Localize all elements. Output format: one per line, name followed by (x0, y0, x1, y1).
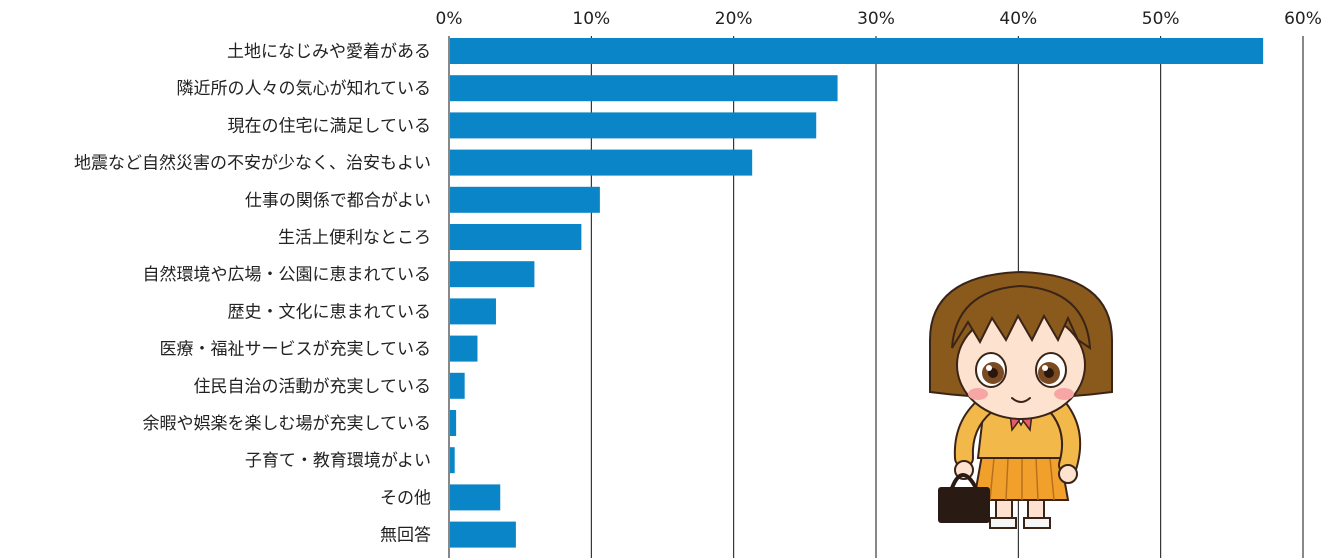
mascot-shoe (1023, 517, 1051, 529)
x-tick-label: 30% (857, 9, 895, 29)
bar (450, 521, 516, 548)
bar (450, 484, 501, 511)
mascot-eye-shine (1042, 365, 1048, 371)
bar (450, 298, 496, 325)
x-axis-ticks: 0% 10% 20% 30% 40% 50% 60% (436, 9, 1322, 29)
category-labels: 土地になじみや愛着がある隣近所の人々の気心が知れている現在の住宅に満足している地… (74, 42, 431, 546)
category-label: 現在の住宅に満足している (228, 116, 432, 136)
mascot-illustration (929, 270, 1113, 529)
mascot-cheek (1054, 388, 1074, 400)
bars (450, 38, 1264, 548)
category-label: 地震など自然災害の不安が少なく、治安もよい (74, 154, 431, 174)
mascot-mouth (1011, 397, 1031, 403)
mascot-bag (938, 487, 990, 523)
category-label: 医療・福祉サービスが充実している (160, 340, 432, 360)
mascot-shoe (989, 517, 1017, 529)
mascot-eye-shine (986, 365, 992, 371)
mascot-bag-handle (950, 473, 978, 489)
category-label: 土地になじみや愛着がある (227, 42, 431, 62)
category-label: 無回答 (380, 526, 431, 546)
bar (450, 224, 582, 250)
category-label: 生活上便利なところ (278, 228, 431, 248)
mascot-arm (1048, 397, 1080, 473)
category-label: その他 (380, 488, 431, 508)
x-tick-label: 0% (436, 9, 463, 29)
bar (450, 335, 478, 362)
mascot-cheek (968, 388, 988, 400)
category-label: 歴史・文化に恵まれている (228, 302, 432, 322)
bar (450, 75, 838, 102)
bar (450, 447, 455, 474)
x-tick-label: 50% (1142, 9, 1180, 29)
category-label: 余暇や娯楽を楽しむ場が充実している (143, 414, 432, 434)
bar (450, 38, 1264, 64)
bar (450, 261, 535, 288)
mascot-bangs (951, 284, 1092, 350)
mascot-hand (1058, 464, 1078, 484)
x-tick-label: 60% (1284, 9, 1322, 29)
category-label: 住民自治の活動が充実している (194, 377, 432, 397)
bar (450, 372, 465, 399)
category-label: 仕事の関係で都合がよい (245, 191, 431, 211)
x-tick-label: 20% (715, 9, 753, 29)
bar (450, 186, 600, 213)
x-tick-label: 40% (999, 9, 1037, 29)
mascot-skirt-pleats (989, 457, 1055, 501)
bar (450, 149, 753, 176)
bar (450, 112, 817, 139)
category-label: 自然環境や広場・公園に恵まれている (143, 265, 432, 285)
x-tick-label: 10% (572, 9, 610, 29)
category-label: 隣近所の人々の気心が知れている (177, 79, 432, 99)
category-label: 子育て・教育環境がよい (245, 451, 431, 471)
bar (450, 410, 457, 436)
